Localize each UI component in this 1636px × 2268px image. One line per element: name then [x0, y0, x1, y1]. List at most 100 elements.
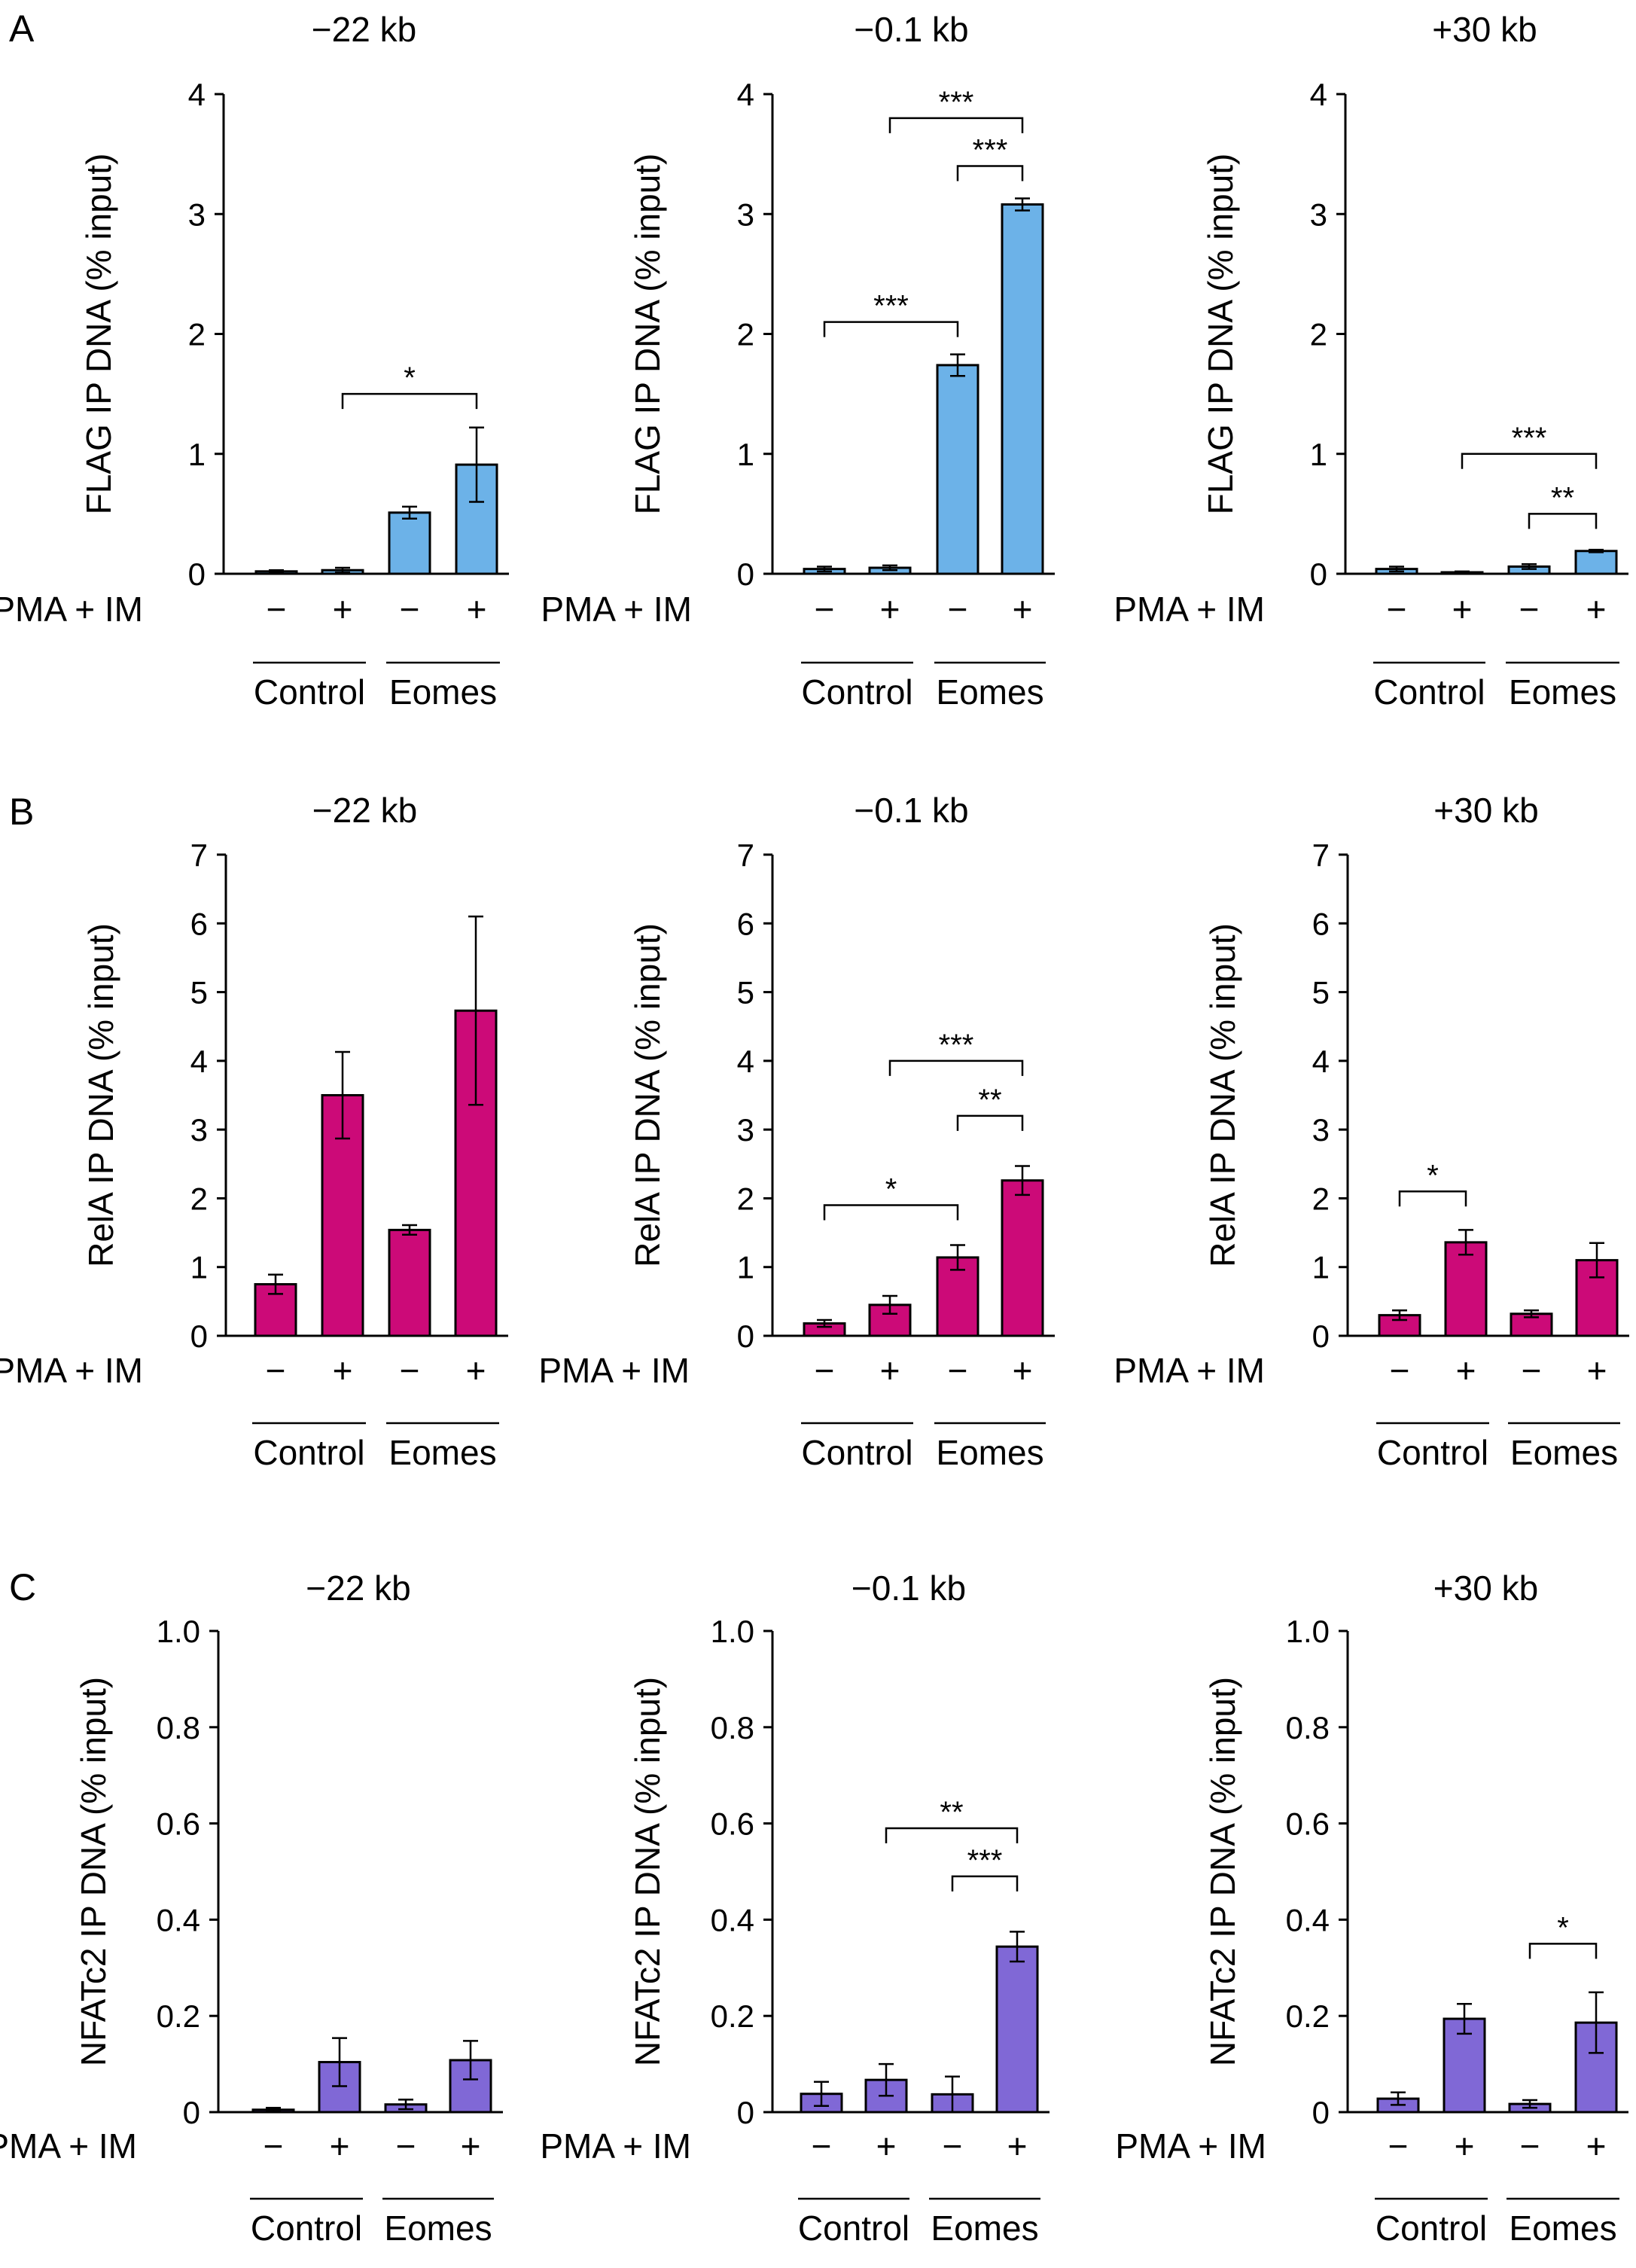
y-tick-label: 0.6 [157, 1806, 200, 1842]
chart-a-2: −0.1 kb FLAG IP DNA (% input) 0 1 2 3 4 *** *** *… [541, 10, 1055, 712]
bar-4 [1001, 203, 1044, 575]
y-axis-label: RelA IP DNA (% input) [628, 923, 667, 1267]
error-bar-4 [1015, 197, 1030, 212]
y-tick-label: 0 [737, 556, 754, 592]
chart-title: −0.1 kb [854, 10, 968, 49]
bar-2 [1444, 1241, 1488, 1337]
y-tick-label: 1 [1312, 1250, 1330, 1285]
chart-title: +30 kb [1432, 10, 1537, 49]
error-bar-4 [469, 426, 484, 503]
treatment-row-label: PMA + IM [0, 2126, 137, 2166]
y-tick-label: 1 [1310, 437, 1327, 472]
y-axis-label: RelA IP DNA (% input) [1203, 923, 1242, 1267]
panel-label-a: A [9, 8, 35, 50]
error-bar-3 [1524, 1309, 1539, 1318]
chart-title: −0.1 kb [854, 791, 968, 830]
group-label-eomes: Eomes [1510, 1433, 1618, 1472]
y-tick-label: 0.8 [1286, 1710, 1330, 1745]
treatment-sign: − [396, 2126, 416, 2166]
treatment-sign: + [467, 590, 487, 629]
treatment-sign: + [1456, 1351, 1476, 1390]
group-label-control: Control [801, 1433, 912, 1472]
treatment-sign: + [461, 2126, 481, 2166]
error-bar-3 [1522, 563, 1537, 570]
error-bar-3 [402, 505, 417, 520]
error-bar-4 [1589, 1242, 1604, 1279]
treatment-row-label: PMA + IM [0, 590, 143, 629]
group-label-eomes: Eomes [389, 672, 497, 712]
y-tick-label: 6 [1312, 906, 1330, 941]
y-tick-label: 5 [190, 975, 208, 1011]
treatment-row-label: PMA + IM [0, 1351, 143, 1390]
bar-4 [454, 1009, 498, 1337]
y-tick-label: 3 [1310, 197, 1327, 232]
error-bar-2 [1458, 1229, 1473, 1256]
y-tick-label: 5 [1312, 975, 1330, 1011]
y-tick-label: 2 [190, 1181, 208, 1216]
significance-bracket [1398, 1190, 1467, 1207]
y-axis-label: NFATc2 IP DNA (% input) [628, 1677, 667, 2066]
significance-bracket [1528, 1943, 1598, 1959]
significance-bracket [888, 117, 1024, 133]
error-bar-3 [945, 2075, 960, 2114]
y-tick-label: 0 [183, 2095, 200, 2130]
bar-3 [936, 364, 979, 575]
error-bar-2 [1455, 570, 1470, 575]
y-tick-label: 2 [1312, 1181, 1330, 1216]
error-bar-1 [1391, 2091, 1406, 2106]
error-bar-1 [814, 2081, 829, 2107]
significance-label: * [404, 361, 416, 395]
chart-title: −22 kb [306, 1568, 410, 1608]
chart-title: −22 kb [312, 791, 417, 830]
significance-label: *** [1512, 422, 1547, 455]
error-bar-4 [1015, 1165, 1030, 1196]
significance-label: *** [967, 1844, 1003, 1877]
error-bar-1 [269, 569, 284, 574]
error-bar-2 [335, 566, 350, 574]
treatment-row-label: PMA + IM [541, 590, 692, 629]
group-label-control: Control [254, 672, 365, 712]
treatment-sign: + [333, 1351, 353, 1390]
treatment-sign: + [876, 2126, 897, 2166]
significance-bracket [1461, 453, 1598, 469]
y-axis-label: RelA IP DNA (% input) [81, 923, 120, 1267]
treatment-sign: − [943, 2126, 963, 2166]
treatment-sign: − [1390, 1351, 1410, 1390]
y-tick-label: 5 [737, 975, 754, 1011]
group-label-control: Control [801, 672, 912, 712]
y-tick-label: 3 [190, 1112, 208, 1148]
y-tick-label: 1 [190, 1250, 208, 1285]
y-axis-label: FLAG IP DNA (% input) [79, 154, 118, 515]
chart-a-1: −22 kb FLAG IP DNA (% input) 0 1 2 3 4 * PMA + I… [0, 10, 509, 712]
significance-bracket [1528, 513, 1598, 529]
treatment-row-label: PMA + IM [540, 2126, 691, 2166]
treatment-sign: + [1586, 2126, 1607, 2166]
y-axis-label: FLAG IP DNA (% input) [628, 154, 667, 515]
treatment-sign: − [1519, 590, 1540, 629]
y-tick-label: 4 [1312, 1044, 1330, 1079]
treatment-sign: + [1452, 590, 1473, 629]
y-axis-label: NFATc2 IP DNA (% input) [1203, 1677, 1242, 2066]
y-tick-label: 2 [737, 1181, 754, 1216]
treatment-sign: + [330, 2126, 350, 2166]
chart-title: −0.1 kb [852, 1568, 966, 1608]
bar-3 [388, 511, 431, 575]
bar-2 [1443, 2017, 1486, 2114]
error-bar-3 [398, 2099, 413, 2111]
y-tick-label: 0.4 [711, 1902, 754, 1937]
significance-label: *** [939, 1029, 974, 1062]
bar-4 [1001, 1179, 1044, 1337]
group-label-eomes: Eomes [1509, 2209, 1616, 2248]
group-label-control: Control [1373, 672, 1485, 712]
y-tick-label: 4 [1310, 77, 1327, 112]
y-tick-label: 6 [190, 906, 208, 941]
significance-bracket [951, 1875, 1019, 1892]
y-tick-label: 0.4 [1286, 1902, 1330, 1937]
y-tick-label: 1 [737, 437, 754, 472]
y-tick-label: 4 [737, 1044, 754, 1079]
y-tick-label: 7 [190, 837, 208, 873]
bar-3 [388, 1228, 431, 1337]
y-tick-label: 3 [1312, 1112, 1330, 1148]
y-tick-label: 2 [188, 317, 206, 352]
panel-label-c: C [9, 1566, 36, 1608]
